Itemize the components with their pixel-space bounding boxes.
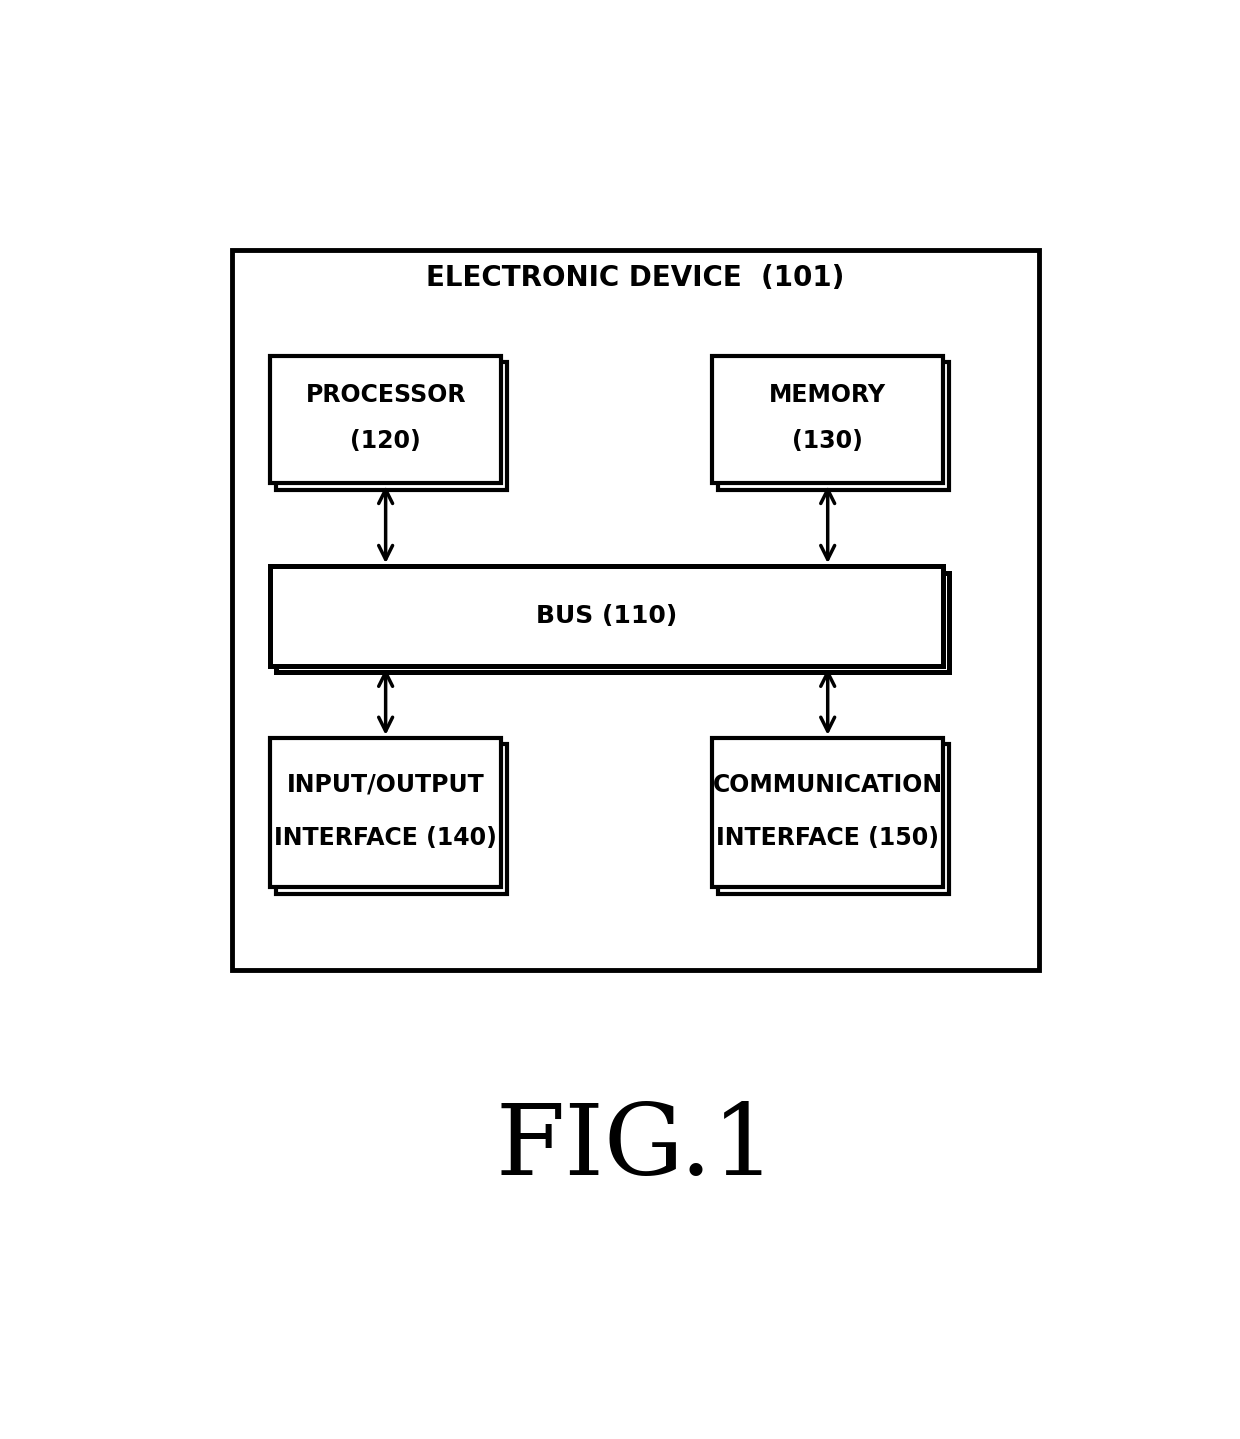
Bar	[712, 355, 942, 484]
Text: INTERFACE (140): INTERFACE (140)	[274, 826, 497, 850]
Text: INPUT/OUTPUT: INPUT/OUTPUT	[286, 773, 485, 797]
Text: FIG.1: FIG.1	[495, 1099, 776, 1196]
Text: (120): (120)	[350, 429, 422, 453]
Text: (130): (130)	[792, 429, 863, 453]
Bar	[712, 738, 942, 888]
Bar	[718, 744, 949, 894]
Text: MEMORY: MEMORY	[769, 383, 887, 407]
Text: BUS (110): BUS (110)	[536, 604, 677, 627]
Bar	[277, 744, 507, 894]
Text: INTERFACE (150): INTERFACE (150)	[717, 826, 939, 850]
Bar	[232, 250, 1039, 970]
Bar	[277, 573, 949, 672]
Bar	[277, 363, 507, 489]
Bar	[270, 355, 501, 484]
Text: PROCESSOR: PROCESSOR	[305, 383, 466, 407]
Bar	[270, 738, 501, 888]
Bar	[270, 566, 942, 666]
Text: ELECTRONIC DEVICE  (101): ELECTRONIC DEVICE (101)	[427, 263, 844, 292]
Text: COMMUNICATION: COMMUNICATION	[713, 773, 942, 797]
Bar	[718, 363, 949, 489]
